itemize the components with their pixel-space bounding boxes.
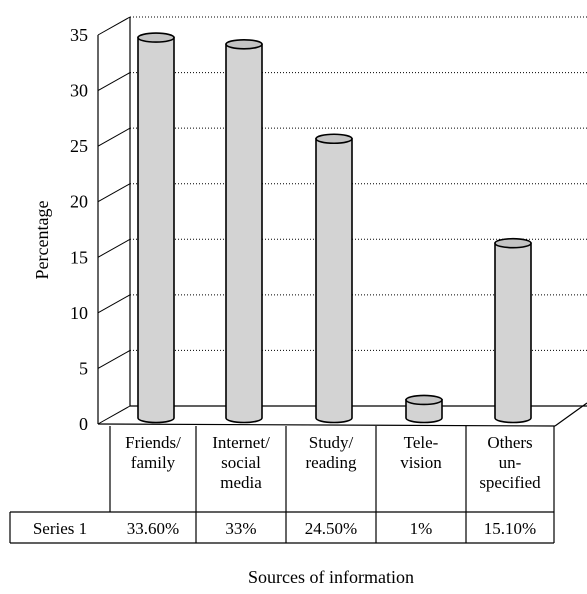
category-label: Internet/	[212, 433, 270, 452]
x-axis	[97, 423, 556, 427]
bar	[137, 32, 175, 424]
bar-top	[137, 32, 175, 43]
bars	[137, 32, 532, 424]
x-axis-label: Sources of information	[248, 567, 414, 587]
y-tick-label: 30	[70, 81, 88, 101]
bar	[494, 237, 532, 424]
bar-top	[315, 133, 353, 145]
category-label: Friends/	[125, 433, 181, 452]
y-tick-label: 10	[70, 303, 88, 323]
bar-top	[225, 38, 263, 50]
series-name-label: Series 1	[33, 519, 87, 538]
data-label: 1%	[410, 519, 433, 538]
gridlines	[130, 16, 587, 351]
category-label: specified	[479, 473, 541, 492]
bar	[225, 38, 263, 424]
y-tick-label: 35	[70, 25, 88, 45]
bar	[405, 394, 443, 424]
bar-top	[494, 237, 532, 249]
y-tick-label: 0	[79, 414, 88, 434]
category-label: Study/	[309, 433, 354, 452]
data-label: 24.50%	[305, 519, 357, 538]
y-axis-label: Percentage	[32, 201, 52, 280]
y-tick-label: 15	[70, 247, 88, 267]
bar-body	[494, 242, 532, 424]
category-label: Others	[487, 433, 532, 452]
category-label: vision	[400, 453, 442, 472]
y-tick-label: 25	[70, 136, 88, 156]
bar-body	[315, 137, 353, 424]
category-label: media	[220, 473, 262, 492]
y-tick-label: 20	[70, 192, 88, 212]
tick-mark	[97, 72, 131, 92]
tick-mark	[97, 294, 131, 314]
tick-mark	[97, 238, 131, 258]
category-label: Tele-	[404, 433, 439, 452]
category-label: un-	[499, 453, 522, 472]
tick-mark	[97, 349, 131, 369]
tick-mark	[97, 127, 131, 147]
category-label: social	[221, 453, 261, 472]
bar-body	[405, 399, 443, 424]
bar-body	[225, 43, 263, 424]
y-axis-ticks: 0 5 10 15 20 25 30 35	[70, 25, 88, 434]
data-label: 33.60%	[127, 519, 179, 538]
bar	[315, 133, 353, 424]
tick-mark	[97, 405, 131, 425]
category-label: reading	[306, 453, 357, 472]
data-label: 15.10%	[484, 519, 536, 538]
bar-body	[137, 36, 175, 424]
category-label: family	[131, 453, 176, 472]
floor-right-edge	[554, 402, 587, 427]
y-tick-label: 5	[79, 358, 88, 378]
tick-mark	[97, 16, 131, 36]
bar-top	[405, 394, 443, 406]
tick-mark	[97, 183, 131, 203]
data-label: 33%	[225, 519, 256, 538]
